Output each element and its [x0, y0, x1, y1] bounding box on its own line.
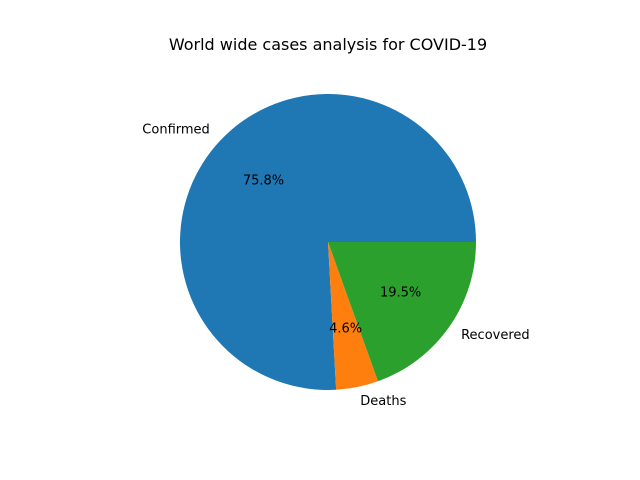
- slice-pct-confirmed: 75.8%: [243, 174, 284, 189]
- slice-label-deaths: Deaths: [360, 394, 406, 409]
- pie-labels: Confirmed 75.8% Deaths 4.6% Recovered 19.5%: [142, 123, 529, 410]
- slice-label-recovered: Recovered: [461, 328, 530, 343]
- pie-slice-recovered: [328, 242, 476, 382]
- slice-label-confirmed: Confirmed: [142, 123, 210, 138]
- pie-slices: [179, 94, 477, 391]
- slice-pct-recovered: 19.5%: [380, 286, 421, 301]
- pie-slice-deaths: [328, 242, 378, 390]
- chart-title: World wide cases analysis for COVID-19: [169, 35, 487, 54]
- pie-slice-confirmed: [179, 94, 477, 391]
- slice-pct-deaths: 4.6%: [329, 322, 362, 337]
